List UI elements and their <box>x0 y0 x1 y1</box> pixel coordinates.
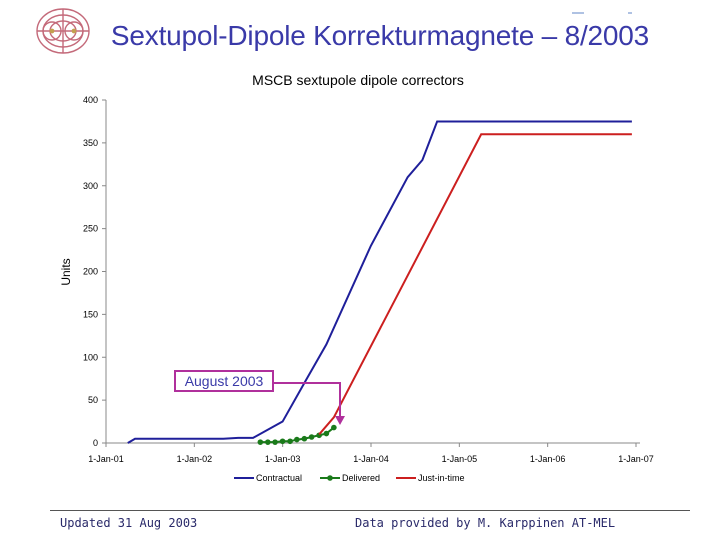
y-tick-label: 50 <box>88 395 98 405</box>
x-tick-label: 1-Jan-04 <box>353 454 389 464</box>
footer-divider <box>50 510 690 511</box>
chart-title: MSCB sextupole dipole correctors <box>252 72 464 88</box>
slide-title: Sextupol-Dipole Korrekturmagnete – 8/200… <box>110 20 650 51</box>
delivered-point <box>301 435 308 442</box>
cern-logo-icon <box>36 8 90 54</box>
series-line-just-in-time <box>318 133 632 436</box>
delivered-point <box>323 430 330 437</box>
series-line-contractual <box>127 120 632 444</box>
y-tick-label: 300 <box>83 181 98 191</box>
x-tick-label: 1-Jan-05 <box>442 454 478 464</box>
delivered-point <box>308 434 315 440</box>
delivered-point <box>287 438 293 445</box>
delivered-point <box>257 439 264 445</box>
x-tick-label: 1-Jan-03 <box>265 454 301 464</box>
decorative-marks <box>572 12 632 14</box>
delivered-point <box>279 438 286 445</box>
x-tick-label: 1-Jan-07 <box>618 454 654 464</box>
y-tick-label: 250 <box>83 224 98 234</box>
footer-updated: Updated 31 Aug 2003 <box>60 516 198 530</box>
legend-marker <box>327 475 333 481</box>
series-layer <box>127 120 632 445</box>
y-ticks: 0 50 100 150 200 250 300 350 400 <box>83 95 106 448</box>
y-tick-label: 100 <box>83 352 98 362</box>
delivered-point <box>272 439 278 445</box>
delivered-point <box>331 424 337 431</box>
legend-label: Just-in-time <box>418 473 465 483</box>
x-ticks: 1-Jan-01 1-Jan-02 1-Jan-03 1-Jan-04 1-Jan-05… <box>88 443 654 464</box>
delivered-point <box>294 436 300 443</box>
legend-label: Delivered <box>342 473 380 483</box>
legend-label: Contractual <box>256 473 302 483</box>
annotation-label: August 2003 <box>174 370 274 392</box>
delivered-point <box>265 439 271 445</box>
legend: Contractual Delivered Just-in-time <box>234 473 465 483</box>
y-tick-label: 350 <box>83 138 98 148</box>
y-tick-label: 200 <box>83 267 98 277</box>
y-tick-label: 400 <box>83 95 98 105</box>
footer-source: Data provided by M. Karppinen AT-MEL <box>355 516 616 530</box>
x-tick-label: 1-Jan-01 <box>88 454 124 464</box>
x-tick-label: 1-Jan-06 <box>530 454 566 464</box>
y-tick-label: 150 <box>83 309 98 319</box>
x-tick-label: 1-Jan-02 <box>177 454 213 464</box>
annotation-arrow <box>274 382 345 425</box>
y-axis-label: Units <box>59 258 73 285</box>
y-tick-label: 0 <box>93 438 98 448</box>
